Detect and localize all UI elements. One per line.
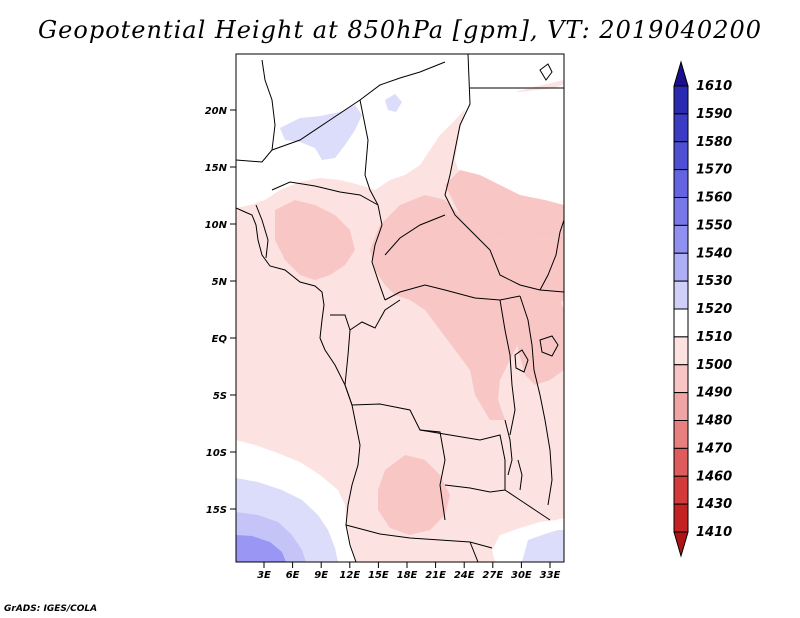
lat-tick-label: 20N [205, 106, 228, 117]
lon-tick-label: 24E [454, 570, 475, 581]
colorbar-swatch [673, 364, 689, 394]
colorbar-swatch [673, 113, 689, 143]
colorbar-swatch [673, 420, 689, 449]
colorbar-swatch [673, 224, 689, 254]
colorbar-label: 1610 [696, 79, 732, 94]
lat-tick-label: 15N [205, 163, 228, 174]
shading-west-pink [275, 200, 355, 280]
shading-sahara-blue-2 [385, 94, 402, 112]
longitude-axis: 3E 6E 9E 12E 15E 18E 21E 24E 27E 30E 33E [257, 562, 561, 581]
lat-tick-label: 5S [213, 391, 227, 402]
lon-tick-label: 15E [368, 570, 389, 581]
colorbar-label: 1490 [696, 386, 732, 401]
colorbar-label: 1550 [696, 218, 732, 233]
colorbar: 1610 1590 1580 1570 1560 1550 1540 1530 1520 1510… [673, 60, 732, 558]
footer-credit: GrADS: IGES/COLA [4, 604, 98, 614]
shading-central-pink [370, 195, 564, 420]
colorbar-label: 1590 [696, 107, 732, 122]
colorbar-label: 1460 [696, 469, 732, 484]
colorbar-label: 1570 [696, 163, 732, 178]
colorbar-label: 1580 [696, 135, 732, 150]
map-title: Geopotential Height at 850hPa [gpm], VT:… [38, 16, 762, 44]
colorbar-swatch [673, 503, 689, 533]
colorbar-swatch [673, 475, 689, 505]
colorbar-label: 1480 [696, 414, 732, 429]
lon-tick-label: 18E [397, 570, 418, 581]
colorbar-swatch [673, 197, 689, 226]
colorbar-label: 1530 [696, 274, 732, 289]
map-panel [236, 54, 564, 562]
colorbar-swatch [673, 169, 689, 198]
lon-tick-label: 30E [511, 570, 532, 581]
colorbar-swatch [673, 447, 689, 477]
colorbar-swatch [673, 280, 689, 310]
lat-tick-label: 10N [205, 220, 228, 231]
colorbar-label: 1510 [696, 330, 732, 345]
lat-tick-label: 5N [212, 277, 228, 288]
colorbar-label: 1470 [696, 441, 732, 456]
lon-tick-label: 6E [286, 570, 300, 581]
colorbar-top-arrow [673, 60, 689, 87]
latitude-axis: 20N 15N 10N 5N EQ 5S 10S 15S [205, 106, 236, 516]
colorbar-swatch [673, 141, 689, 171]
lon-tick-label: 9E [314, 570, 328, 581]
colorbar-label: 1540 [696, 246, 732, 261]
colorbar-label: 1430 [696, 497, 732, 512]
lon-tick-label: 21E [425, 570, 446, 581]
colorbar-swatch [673, 308, 689, 338]
country-borders [236, 54, 564, 562]
lat-tick-label: EQ [212, 334, 228, 345]
lat-tick-label: 10S [206, 448, 227, 459]
colorbar-label: 1410 [696, 525, 732, 540]
colorbar-label: 1500 [696, 358, 732, 373]
shading-sahara-blue-1 [280, 105, 362, 160]
lon-tick-label: 33E [540, 570, 561, 581]
colorbar-swatch [673, 252, 689, 282]
lon-tick-label: 3E [257, 570, 271, 581]
lon-tick-label: 27E [482, 570, 503, 581]
map-frame [235, 53, 565, 563]
colorbar-swatch [673, 336, 689, 366]
lon-tick-label: 12E [339, 570, 360, 581]
colorbar-bottom-arrow [673, 531, 689, 558]
colorbar-label: 1560 [696, 191, 732, 206]
shading-northeast-pink [445, 170, 564, 240]
shading-south-blue-high [236, 535, 286, 562]
colorbar-swatch [673, 392, 689, 421]
lat-tick-label: 15S [206, 505, 227, 516]
colorbar-label: 1520 [696, 302, 732, 317]
shading-south-pink [378, 455, 450, 535]
colorbar-swatch [673, 85, 689, 115]
shading-southeast-blue [522, 530, 564, 562]
